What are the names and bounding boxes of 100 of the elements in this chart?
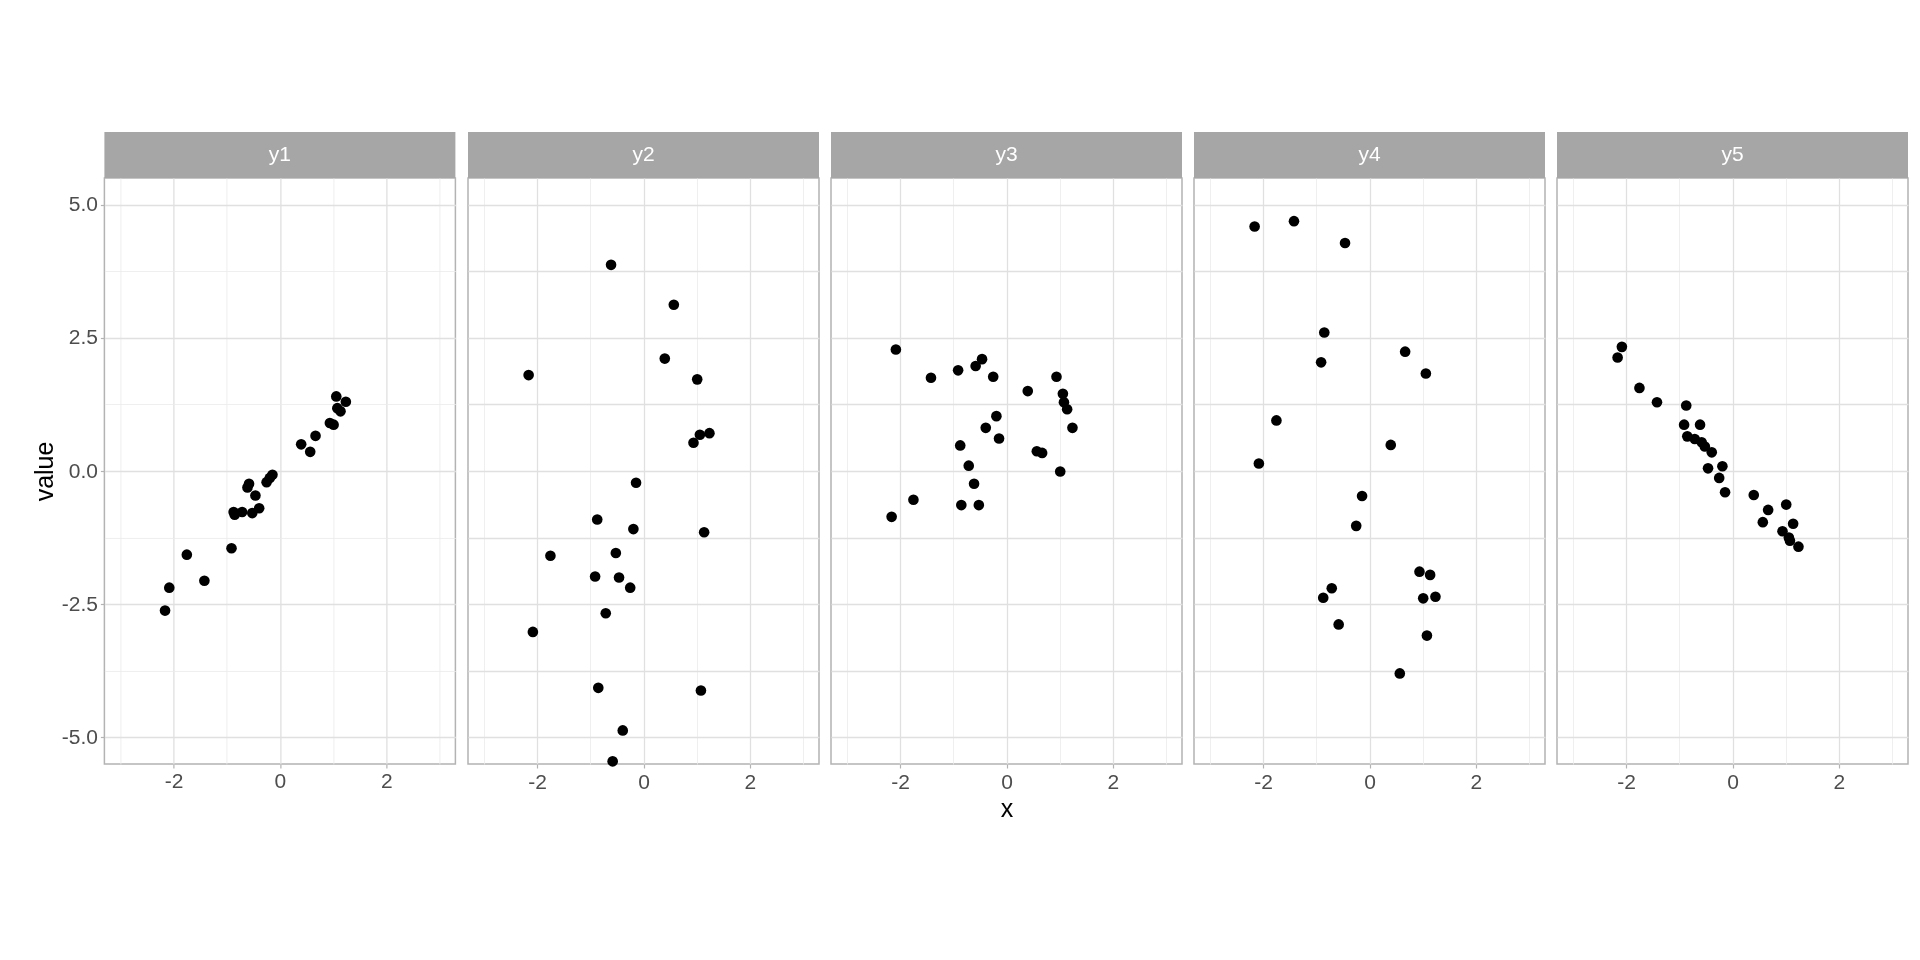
point xyxy=(1067,422,1078,434)
point xyxy=(340,396,352,408)
point xyxy=(304,446,316,458)
point xyxy=(668,299,679,311)
point xyxy=(1385,439,1397,451)
point xyxy=(527,626,538,638)
point xyxy=(1757,516,1769,528)
x-tick-label: 0 xyxy=(637,769,650,793)
x-tick-label: -2 xyxy=(891,769,910,793)
point xyxy=(310,430,321,442)
point xyxy=(181,549,193,560)
point xyxy=(1706,447,1718,458)
x-tick-label: 0 xyxy=(1727,769,1740,793)
point xyxy=(1679,419,1690,430)
point xyxy=(990,410,1002,422)
point xyxy=(591,514,603,525)
point xyxy=(890,344,902,355)
point xyxy=(695,685,706,696)
point xyxy=(925,372,937,384)
y-tick-label: -5.0 xyxy=(61,724,98,748)
point xyxy=(980,422,991,434)
point xyxy=(1695,419,1706,430)
point xyxy=(1777,525,1789,537)
point xyxy=(1061,403,1073,415)
x-axis-title: x xyxy=(1000,793,1014,822)
point xyxy=(624,582,636,593)
point xyxy=(1616,341,1628,353)
point xyxy=(1421,630,1433,641)
point xyxy=(1399,346,1411,357)
point xyxy=(1424,569,1436,581)
point xyxy=(1414,566,1425,577)
point xyxy=(1394,668,1406,679)
point xyxy=(1054,466,1066,477)
point xyxy=(250,490,261,501)
y-tick-label: 0.0 xyxy=(68,458,98,482)
point xyxy=(613,572,624,583)
point xyxy=(606,756,618,767)
point xyxy=(970,360,981,372)
x-tick-label: -2 xyxy=(1617,769,1637,793)
point xyxy=(1339,237,1351,249)
x-tick-label: 2 xyxy=(1833,769,1846,793)
point xyxy=(698,526,710,538)
chart-title: y4 xyxy=(1358,142,1382,165)
x-tick-label: 2 xyxy=(744,769,756,793)
point xyxy=(589,571,601,582)
point xyxy=(1430,591,1441,603)
point xyxy=(630,477,642,489)
point xyxy=(1720,487,1731,498)
point xyxy=(691,374,703,385)
point xyxy=(993,433,1005,444)
point xyxy=(617,725,628,736)
point xyxy=(159,605,171,616)
point xyxy=(1351,520,1362,532)
x-tick-label: 0 xyxy=(274,769,287,793)
x-tick-label: 2 xyxy=(380,769,393,793)
chart-title: y3 xyxy=(995,142,1018,165)
point xyxy=(973,499,985,511)
point xyxy=(522,369,534,381)
point xyxy=(605,259,617,271)
point xyxy=(1271,415,1282,426)
point xyxy=(694,429,705,441)
y-tick-label: 5.0 xyxy=(68,192,98,216)
point xyxy=(1717,460,1729,472)
point xyxy=(592,682,604,694)
point xyxy=(954,440,966,451)
point xyxy=(1356,490,1368,502)
x-tick-label: -2 xyxy=(164,769,184,793)
x-tick-label: 0 xyxy=(1364,769,1376,793)
point xyxy=(1051,371,1062,383)
y-tick-label: 2.5 xyxy=(68,325,98,349)
point xyxy=(1703,463,1714,474)
point xyxy=(1699,441,1711,452)
point xyxy=(1326,582,1338,594)
point xyxy=(1788,518,1799,530)
point xyxy=(1418,593,1429,604)
point xyxy=(952,365,964,376)
point xyxy=(987,371,999,383)
point xyxy=(1288,215,1300,227)
chart-title: y5 xyxy=(1721,142,1744,165)
point xyxy=(1781,499,1792,510)
x-tick-label: -2 xyxy=(1254,769,1274,793)
point xyxy=(226,542,237,554)
y-axis-title: value xyxy=(29,441,58,502)
point xyxy=(955,499,967,511)
point xyxy=(886,511,897,523)
x-tick-label: 0 xyxy=(1001,769,1013,793)
point xyxy=(1612,352,1624,363)
point xyxy=(1253,458,1265,469)
chart-title: y1 xyxy=(268,142,291,166)
point xyxy=(1634,382,1646,394)
y-tick-label: -2.5 xyxy=(61,591,98,615)
x-tick-label: 2 xyxy=(1107,769,1120,793)
point xyxy=(236,506,248,518)
x-tick-label: 2 xyxy=(1470,769,1483,793)
point xyxy=(199,575,210,587)
point xyxy=(544,550,556,562)
point xyxy=(253,502,265,514)
point xyxy=(659,353,670,364)
point xyxy=(1748,489,1760,501)
point xyxy=(1249,221,1261,232)
